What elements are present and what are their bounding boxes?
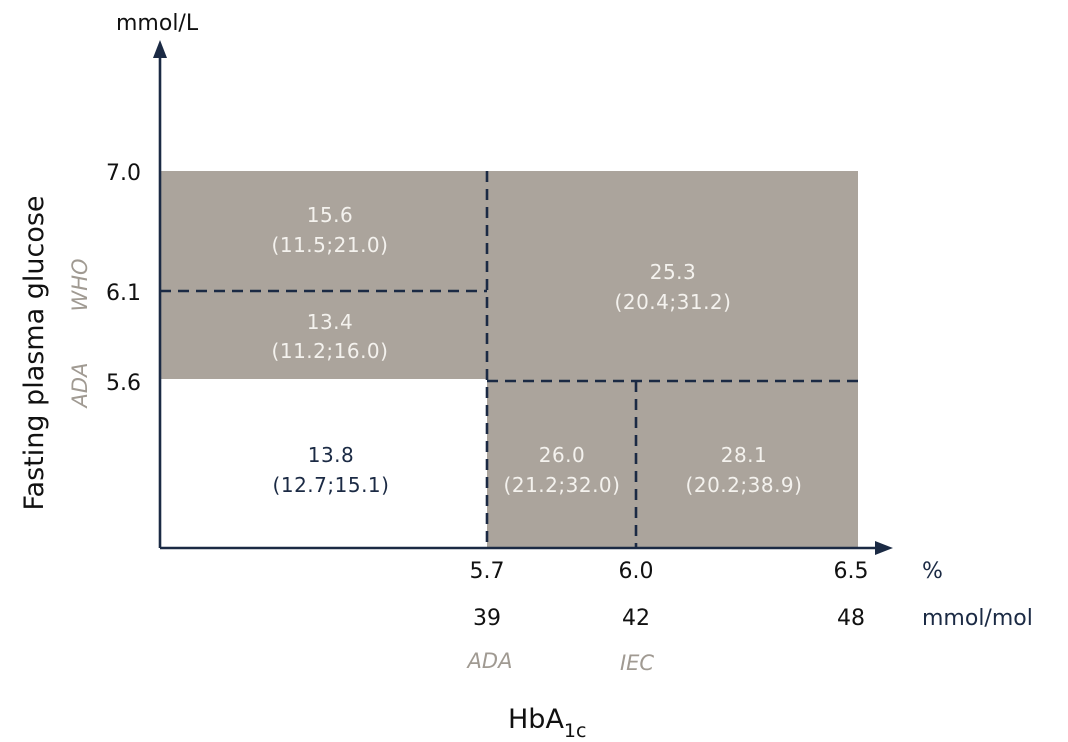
cell-top-left: 15.6 (11.5;21.0) bbox=[272, 203, 389, 257]
cell-ci: (21.2;32.0) bbox=[504, 473, 621, 497]
cell-ci: (11.2;16.0) bbox=[272, 339, 389, 363]
who-criterion-label: WHO bbox=[68, 258, 92, 311]
cell-bottom-left: 13.8 (12.7;15.1) bbox=[273, 443, 390, 497]
region-upper bbox=[160, 171, 858, 379]
cell-mid-left: 13.4 (11.2;16.0) bbox=[272, 310, 389, 363]
cell-value: 15.6 bbox=[307, 203, 354, 227]
cell-bottom-right: 28.1 (20.2;38.9) bbox=[686, 443, 803, 497]
x-tick-percent-6-0: 6.0 bbox=[619, 559, 654, 584]
x-axis-title: HbA1c bbox=[508, 704, 586, 742]
y-tick-5-6: 5.6 bbox=[106, 371, 141, 396]
axes bbox=[153, 40, 893, 555]
x-tick-mmolmol-42: 42 bbox=[622, 606, 650, 631]
shaded-regions bbox=[160, 171, 858, 548]
cell-value: 25.3 bbox=[650, 260, 697, 284]
y-axis-title: Fasting plasma glucose bbox=[19, 195, 50, 510]
iec-criterion-label: IEC bbox=[620, 651, 654, 675]
y-axis-arrowhead bbox=[153, 40, 167, 58]
y-axis-unit: mmol/L bbox=[116, 11, 199, 36]
y-tick-7-0: 7.0 bbox=[106, 161, 141, 186]
x-unit-percent: % bbox=[922, 559, 943, 584]
cell-value: 13.8 bbox=[308, 443, 355, 467]
ada-glucose-criterion-label: ADA bbox=[68, 363, 92, 410]
cell-value: 28.1 bbox=[721, 443, 768, 467]
cell-ci: (11.5;21.0) bbox=[272, 233, 389, 257]
threshold-lines bbox=[160, 171, 858, 548]
cell-top-right: 25.3 (20.4;31.2) bbox=[615, 260, 732, 314]
x-unit-mmolmol: mmol/mol bbox=[922, 606, 1033, 631]
cell-bottom-mid: 26.0 (21.2;32.0) bbox=[504, 443, 621, 497]
cell-ci: (20.4;31.2) bbox=[615, 290, 732, 314]
y-tick-6-1: 6.1 bbox=[106, 281, 141, 306]
cell-ci: (12.7;15.1) bbox=[273, 473, 390, 497]
x-tick-mmolmol-48: 48 bbox=[837, 606, 865, 631]
cell-value: 13.4 bbox=[307, 310, 354, 334]
x-tick-percent-5-7: 5.7 bbox=[470, 559, 505, 584]
cell-value: 26.0 bbox=[539, 443, 586, 467]
x-axis-title-subscript: 1c bbox=[564, 720, 587, 742]
x-tick-mmolmol-39: 39 bbox=[473, 606, 501, 631]
x-axis-arrowhead bbox=[875, 541, 893, 555]
cell-ci: (20.2;38.9) bbox=[686, 473, 803, 497]
x-axis-title-main: HbA bbox=[508, 704, 564, 735]
ada-hba1c-criterion-label: ADA bbox=[466, 649, 513, 673]
region-lower-right bbox=[487, 379, 858, 548]
x-tick-percent-6-5: 6.5 bbox=[834, 559, 869, 584]
